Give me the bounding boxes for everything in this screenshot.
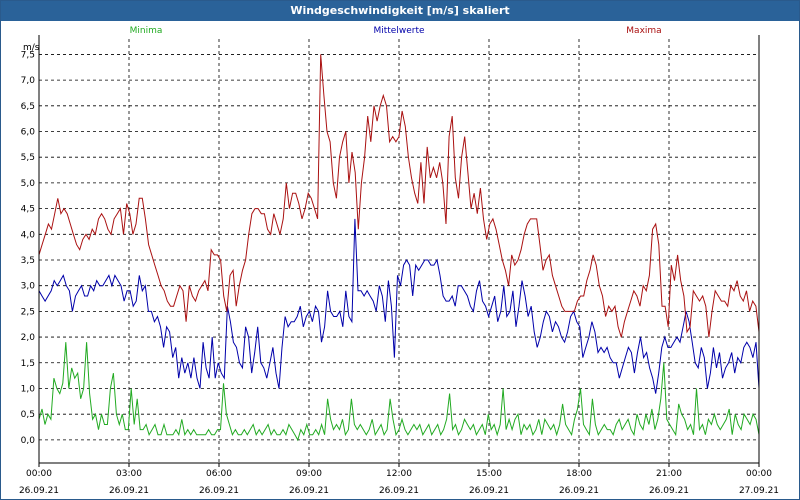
y-tick-label: 4,0 [21, 230, 36, 240]
x-tick-date-label: 27.09.21 [739, 486, 779, 496]
x-tick-time-label: 12:00 [386, 469, 412, 479]
y-tick-label: 6,5 [21, 102, 35, 112]
y-tick-label: 0,5 [21, 410, 35, 420]
x-tick-date-label: 26.09.21 [469, 486, 509, 496]
legend: Minima Mittelwerte Maxima [130, 26, 662, 36]
grid-lines [39, 39, 759, 463]
series-line-maxima [38, 54, 760, 338]
y-tick-label: 7,0 [21, 76, 36, 86]
x-tick-date-label: 26.09.21 [559, 486, 599, 496]
x-tick-date-label: 26.09.21 [109, 486, 149, 496]
y-tick-label: 3,0 [21, 282, 36, 292]
window-title: Windgeschwindigkeit [m/s] skaliert [1, 1, 799, 21]
x-tick-time-label: 15:00 [476, 469, 502, 479]
x-tick-time-label: 00:00 [746, 469, 772, 479]
x-tick-date-label: 26.09.21 [379, 486, 419, 496]
x-tick-date-label: 26.09.21 [199, 486, 239, 496]
line-chart: 0,0 0,5 1,0 1,5 2,0 2,5 3,0 3,5 4,0 4,5 5,0 5,5 6,0 6… [1, 21, 799, 499]
legend-item-mittelwerte: Mittelwerte [373, 26, 424, 36]
y-tick-label: 1,0 [21, 384, 36, 394]
y-tick-label: 2,5 [21, 307, 35, 317]
series-line-mittelwerte [38, 218, 760, 394]
y-tick-label: 3,5 [21, 256, 35, 266]
y-tick-labels: 0,0 0,5 1,0 1,5 2,0 2,5 3,0 3,5 4,0 4,5 5,0 5,5 6,0 6… [21, 50, 36, 445]
y-tick-label: 0,0 [21, 436, 36, 446]
x-tick-date-label: 26.09.21 [289, 486, 329, 496]
x-tick-time-label: 00:00 [26, 469, 52, 479]
axes [38, 35, 760, 467]
y-axis-label: m/s [23, 43, 40, 53]
legend-item-minima: Minima [130, 26, 163, 36]
y-tick-label: 5,5 [21, 153, 35, 163]
series-line-minima [38, 342, 760, 442]
y-tick-label: 6,0 [21, 128, 36, 138]
series-layer [38, 54, 760, 442]
x-tick-date-label: 26.09.21 [649, 486, 689, 496]
y-tick-label: 7,5 [21, 50, 35, 60]
x-tick-time-label: 18:00 [566, 469, 592, 479]
y-tick-label: 5,0 [21, 179, 36, 189]
y-tick-label: 4,5 [21, 205, 35, 215]
x-tick-time-label: 03:00 [116, 469, 142, 479]
x-tick-date-label: 26.09.21 [19, 486, 59, 496]
x-tick-time-label: 09:00 [296, 469, 322, 479]
legend-item-maxima: Maxima [626, 26, 661, 36]
x-tick-time-label: 06:00 [206, 469, 232, 479]
y-tick-label: 2,0 [21, 333, 36, 343]
x-tick-labels: 00:00 26.09.21 03:00 26.09.21 06:00 26.09.21 0… [19, 469, 779, 496]
y-tick-label: 1,5 [21, 359, 35, 369]
x-tick-time-label: 21:00 [656, 469, 682, 479]
